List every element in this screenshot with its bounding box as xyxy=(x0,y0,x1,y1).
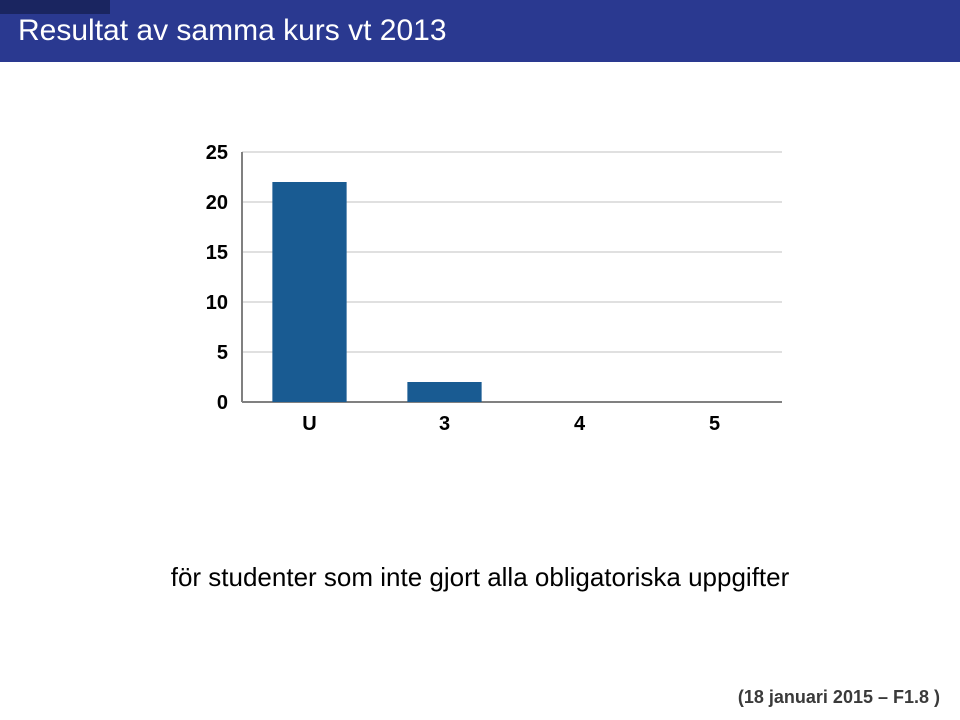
y-tick-label: 15 xyxy=(206,242,228,264)
slide-body: 0 5 10 15 20 25 U 3 4 5 för studenter som inte gj… xyxy=(0,62,960,720)
y-tick-label: 0 xyxy=(217,392,228,414)
slide-footer: (18 januari 2015 – F1.8 ) xyxy=(738,687,940,708)
header-decoration xyxy=(0,0,110,14)
y-tick-label: 25 xyxy=(206,142,228,164)
y-tick-label: 10 xyxy=(206,292,228,314)
x-tick-label: U xyxy=(302,413,316,435)
page-title: Resultat av samma kurs vt 2013 xyxy=(0,14,447,48)
results-bar-chart: 0 5 10 15 20 25 U 3 4 5 xyxy=(160,142,800,447)
bar xyxy=(272,182,346,402)
x-tick-label: 5 xyxy=(709,413,720,435)
x-tick-label: 3 xyxy=(439,413,450,435)
y-tick-label: 5 xyxy=(217,342,228,364)
chart-caption: för studenter som inte gjort alla obliga… xyxy=(0,562,960,593)
y-tick-label: 20 xyxy=(206,192,228,214)
chart-svg: 0 5 10 15 20 25 U 3 4 5 xyxy=(160,142,800,447)
x-tick-label: 4 xyxy=(574,413,586,435)
slide-header: Resultat av samma kurs vt 2013 xyxy=(0,0,960,62)
bar xyxy=(407,382,481,402)
